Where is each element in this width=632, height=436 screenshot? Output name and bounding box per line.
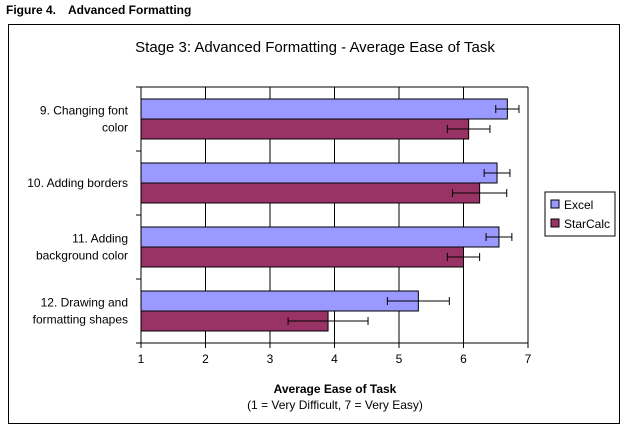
- category-label: color: [102, 121, 128, 135]
- figure-number: Figure 4.: [6, 3, 57, 17]
- category-label: background color: [36, 249, 128, 263]
- x-tick-label: 2: [202, 352, 209, 366]
- bar-starcalc: [140, 246, 464, 268]
- figure-caption: Figure 4. Advanced Formatting: [6, 3, 191, 17]
- chart-title: Stage 3: Advanced Formatting - Average E…: [135, 39, 495, 56]
- legend: [544, 191, 616, 237]
- bar-excel: [140, 162, 498, 184]
- x-tick-label: 4: [331, 352, 338, 366]
- bar-starcalc: [140, 182, 481, 204]
- bar-excel: [140, 290, 419, 312]
- legend-swatch-excel: [550, 199, 560, 209]
- x-tick-label: 3: [267, 352, 274, 366]
- legend-label-excel: Excel: [564, 198, 593, 212]
- legend-label-starcalc: StarCalc: [564, 217, 610, 231]
- bar-starcalc: [140, 118, 470, 140]
- bar-excel: [140, 98, 508, 120]
- bar-excel: [140, 226, 500, 248]
- x-tick-label: 5: [396, 352, 403, 366]
- legend-swatch-starcalc: [550, 218, 560, 228]
- x-axis-sublabel: (1 = Very Difficult, 7 = Very Easy): [247, 398, 423, 412]
- category-label: 11. Adding: [72, 232, 128, 246]
- category-label: 10. Adding borders: [27, 176, 128, 190]
- x-axis-label: Average Ease of Task: [274, 382, 397, 396]
- bar-chart: Stage 3: Advanced Formatting - Average E…: [27, 39, 616, 412]
- chart-frame: Stage 3: Advanced Formatting - Average E…: [8, 24, 620, 424]
- x-tick-label: 1: [138, 352, 145, 366]
- category-label: 12. Drawing and: [41, 296, 128, 310]
- x-tick-label: 7: [525, 352, 532, 366]
- figure-title: Advanced Formatting: [68, 3, 192, 17]
- x-tick-label: 6: [460, 352, 467, 366]
- category-label: formatting shapes: [33, 313, 128, 327]
- category-label: 9. Changing font: [40, 104, 129, 118]
